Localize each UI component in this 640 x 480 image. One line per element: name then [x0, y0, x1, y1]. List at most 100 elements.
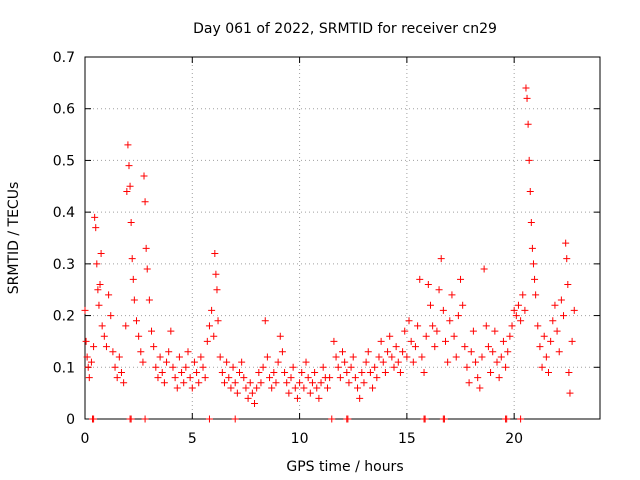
data-point [139, 358, 147, 366]
data-point [113, 374, 121, 382]
data-point [319, 363, 327, 371]
data-point [448, 291, 456, 299]
data-point [431, 343, 439, 351]
data-point [542, 353, 550, 361]
data-point [133, 317, 140, 325]
data-point [424, 281, 432, 289]
data-point [399, 348, 407, 356]
data-point [375, 353, 383, 361]
data-point [414, 322, 422, 330]
data-point [246, 379, 254, 387]
y-tick-label: 0.4 [53, 205, 75, 221]
data-point [522, 84, 530, 92]
data-point [426, 301, 434, 309]
data-point [379, 358, 387, 366]
data-point [532, 291, 540, 299]
data-point [107, 312, 115, 320]
data-point [416, 275, 424, 283]
x-tick-label: 20 [505, 431, 523, 447]
data-point [508, 322, 516, 330]
data-point [84, 363, 92, 371]
data-point [123, 187, 131, 195]
data-point [499, 337, 507, 345]
data-point [394, 358, 402, 366]
y-tick-label: 0.5 [53, 153, 75, 169]
data-point [467, 348, 475, 356]
data-point [197, 353, 205, 361]
data-point [457, 275, 465, 283]
data-point [446, 317, 454, 325]
data-point [480, 265, 488, 273]
y-tick-label: 0.6 [53, 102, 75, 118]
data-point [373, 374, 381, 382]
data-point [257, 379, 265, 387]
data-point [411, 343, 419, 351]
x-tick-label: 0 [81, 431, 90, 447]
data-point [236, 368, 243, 376]
data-point [564, 281, 572, 289]
data-point [454, 312, 462, 320]
data-point [216, 353, 224, 361]
data-point [152, 363, 160, 371]
data-point [188, 384, 196, 392]
data-point [261, 317, 269, 325]
data-point [242, 384, 250, 392]
data-point [452, 353, 460, 361]
data-point [145, 296, 153, 304]
data-point [531, 275, 539, 283]
data-point [199, 363, 207, 371]
data-point [392, 343, 400, 351]
data-point [549, 317, 557, 325]
data-point [141, 415, 149, 423]
data-point [96, 281, 104, 289]
data-point [526, 187, 534, 195]
data-point [255, 368, 263, 376]
data-point [551, 301, 559, 309]
grid-layer [85, 57, 600, 419]
data-point [293, 394, 301, 402]
data-point [105, 291, 113, 299]
data-point [401, 327, 409, 335]
data-point [502, 363, 510, 371]
data-point [519, 291, 527, 299]
data-point [364, 348, 372, 356]
data-point [547, 337, 555, 345]
points-layer [81, 84, 578, 423]
data-point [469, 327, 477, 335]
data-point [140, 172, 148, 180]
data-point [570, 306, 578, 314]
data-point [160, 379, 168, 387]
data-point [409, 358, 417, 366]
data-point [381, 368, 389, 376]
data-point [190, 358, 198, 366]
data-point [163, 358, 171, 366]
data-point [521, 306, 529, 314]
x-axis-label: GPS time / hours [286, 459, 403, 475]
data-point [158, 368, 166, 376]
data-point [517, 415, 525, 423]
y-tick-label: 0.2 [53, 309, 75, 325]
data-point [317, 379, 325, 387]
data-point [472, 358, 480, 366]
y-tick-label: 0.1 [53, 360, 75, 376]
data-point [534, 322, 542, 330]
data-point [231, 379, 239, 387]
data-point [150, 343, 158, 351]
data-point [97, 250, 105, 258]
data-point [285, 389, 293, 397]
data-point [87, 358, 95, 366]
data-point [141, 198, 149, 206]
data-point [180, 379, 188, 387]
data-point [429, 322, 437, 330]
data-point [514, 301, 522, 309]
data-point [115, 353, 123, 361]
data-point [253, 384, 261, 392]
data-point [442, 337, 449, 345]
data-point [377, 337, 385, 345]
data-point [369, 384, 377, 392]
data-point [178, 368, 186, 376]
data-point [459, 301, 467, 309]
data-point [203, 337, 211, 345]
data-point [529, 260, 537, 268]
data-point [225, 374, 233, 382]
